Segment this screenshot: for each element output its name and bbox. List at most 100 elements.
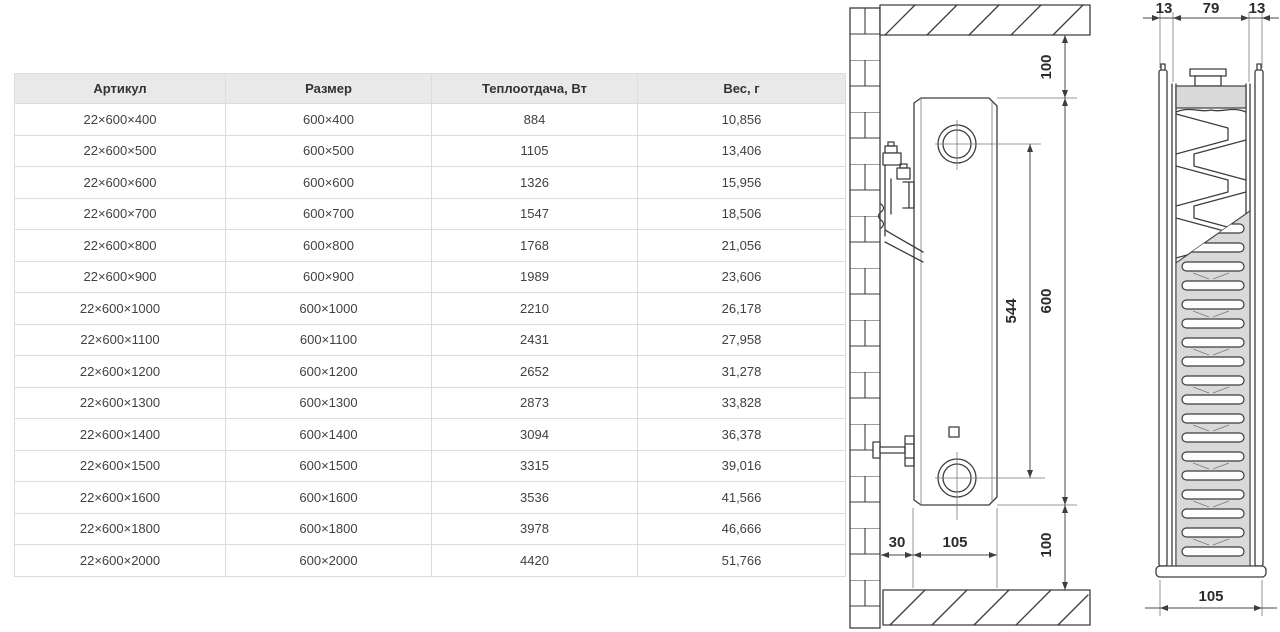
header-row: Артикул Размер Теплоотдача, Вт Вес, г (14, 73, 846, 104)
dim-label-600: 600 (1038, 288, 1055, 313)
dim-label-105: 105 (942, 534, 967, 551)
table-cell: 2873 (431, 386, 638, 419)
table-cell: 23,606 (637, 260, 846, 293)
table-cell: 46,666 (637, 512, 846, 545)
table-cell: 3315 (431, 449, 638, 482)
technical-drawings: 100 600 544 100 30 (845, 0, 1280, 632)
dim-connection-pitch: 544 (1003, 144, 1033, 478)
spec-table: Артикул Размер Теплоотдача, Вт Вес, г 22×60… (14, 73, 846, 577)
table-cell: 41,566 (637, 481, 846, 514)
table-cell: 13,406 (637, 134, 846, 167)
bottom-cap (1155, 565, 1267, 578)
bottom-bracket (872, 435, 915, 467)
table-cell: 1989 (431, 260, 638, 293)
dim-section-bottom: 105 (1145, 580, 1277, 616)
dim-label-bottom-100: 100 (1038, 532, 1055, 557)
table-row: 22×600×2000 600×2000 4420 51,766 (14, 544, 846, 577)
table-cell: 600×1500 (225, 449, 432, 482)
table-row: 22×600×500 600×500 1105 13,406 (14, 134, 846, 167)
table-cell: 2431 (431, 323, 638, 356)
wall-brick (849, 7, 881, 629)
dim-bottom-clearance: 100 (1038, 505, 1068, 590)
table-cell: 884 (431, 103, 638, 136)
table-cell: 22×600×500 (14, 134, 226, 167)
table-cell: 600×1300 (225, 386, 432, 419)
table-cell: 1105 (431, 134, 638, 167)
table-cell: 10,856 (637, 103, 846, 136)
table-cell: 600×1200 (225, 355, 432, 388)
table-row: 22×600×1200 600×1200 2652 31,278 (14, 355, 846, 388)
table-cell: 1326 (431, 166, 638, 199)
table-cell: 39,016 (637, 449, 846, 482)
table-row: 22×600×1100 600×1100 2431 27,958 (14, 323, 846, 356)
dim-label-13-left: 13 (1156, 0, 1173, 17)
table-row: 22×600×1300 600×1300 2873 33,828 (14, 386, 846, 419)
table-cell: 27,958 (637, 323, 846, 356)
ceiling-hatch (879, 4, 1091, 36)
table-cell: 36,378 (637, 418, 846, 451)
table-cell: 600×500 (225, 134, 432, 167)
spec-table-head: Артикул Размер Теплоотдача, Вт Вес, г (14, 73, 846, 104)
table-cell: 600×1100 (225, 323, 432, 356)
table-cell: 3978 (431, 512, 638, 545)
table-cell: 600×2000 (225, 544, 432, 577)
table-cell: 15,956 (637, 166, 846, 199)
dim-label-section-105: 105 (1198, 588, 1223, 605)
dim-depth: 105 (913, 534, 997, 558)
table-row: 22×600×1400 600×1400 3094 36,378 (14, 418, 846, 451)
table-cell: 22×600×1500 (14, 449, 226, 482)
table-cell: 33,828 (637, 386, 846, 419)
table-row: 22×600×1600 600×1600 3536 41,566 (14, 481, 846, 514)
table-cell: 600×1600 (225, 481, 432, 514)
table-cell: 2652 (431, 355, 638, 388)
table-row: 22×600×600 600×600 1326 15,956 (14, 166, 846, 199)
table-cell: 600×900 (225, 260, 432, 293)
table-cell: 18,506 (637, 197, 846, 230)
table-cell: 3094 (431, 418, 638, 451)
table-cell: 600×600 (225, 166, 432, 199)
table-row: 22×600×1800 600×1800 3978 46,666 (14, 512, 846, 545)
table-cell: 600×700 (225, 197, 432, 230)
table-cell: 22×600×1000 (14, 292, 226, 325)
table-cell: 51,766 (637, 544, 846, 577)
dim-label-544: 544 (1003, 298, 1020, 324)
table-cell: 22×600×2000 (14, 544, 226, 577)
dim-wall-gap: 30 (881, 534, 913, 558)
table-cell: 600×1800 (225, 512, 432, 545)
section-view: 13 79 13 (1143, 0, 1279, 616)
table-row: 22×600×800 600×800 1768 21,056 (14, 229, 846, 262)
table-cell: 31,278 (637, 355, 846, 388)
table-cell: 600×400 (225, 103, 432, 136)
table-cell: 1547 (431, 197, 638, 230)
table-cell: 21,056 (637, 229, 846, 262)
table-cell: 22×600×1800 (14, 512, 226, 545)
radiator-side-body (913, 97, 1045, 520)
front-grille (1176, 211, 1250, 566)
top-connection-stub (1189, 68, 1227, 77)
column-header: Теплоотдача, Вт (431, 73, 638, 104)
column-header: Размер (225, 73, 432, 104)
table-cell: 600×1000 (225, 292, 432, 325)
table-cell: 22×600×600 (14, 166, 226, 199)
table-cell: 22×600×1600 (14, 481, 226, 514)
table-cell: 1768 (431, 229, 638, 262)
dim-label-30: 30 (889, 534, 906, 551)
dim-total-height: 600 (1038, 98, 1068, 505)
header-manifold (1175, 85, 1247, 109)
table-row: 22×600×400 600×400 884 10,856 (14, 103, 846, 136)
radiator-spec-section: Артикул Размер Теплоотдача, Вт Вес, г 22×60… (14, 73, 846, 577)
dim-label-13-right: 13 (1249, 0, 1266, 17)
top-bracket (877, 141, 924, 263)
table-cell: 26,178 (637, 292, 846, 325)
dim-section-top: 13 79 13 (1143, 0, 1279, 82)
table-cell: 600×800 (225, 229, 432, 262)
table-cell: 4420 (431, 544, 638, 577)
table-cell: 22×600×900 (14, 260, 226, 293)
side-view: 100 600 544 100 30 (849, 4, 1091, 629)
table-cell: 3536 (431, 481, 638, 514)
table-row: 22×600×1000 600×1000 2210 26,178 (14, 292, 846, 325)
dim-label-79: 79 (1203, 0, 1220, 17)
table-cell: 600×1400 (225, 418, 432, 451)
drawing-canvas: 100 600 544 100 30 (849, 0, 1279, 629)
table-cell: 22×600×1400 (14, 418, 226, 451)
